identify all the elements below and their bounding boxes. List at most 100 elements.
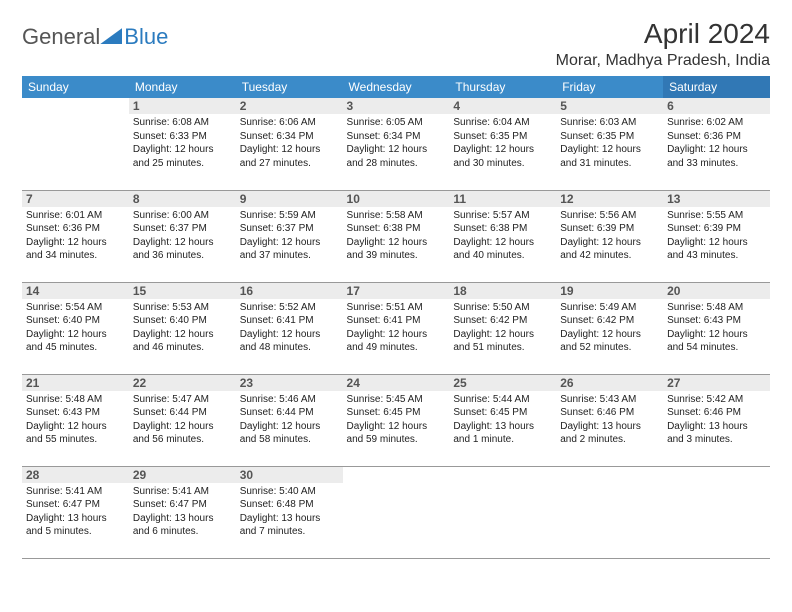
calendar-cell: 12Sunrise: 5:56 AMSunset: 6:39 PMDayligh… [556,190,663,282]
info-line: Sunset: 6:40 PM [26,314,125,328]
day-number [449,467,556,483]
calendar-cell: 4Sunrise: 6:04 AMSunset: 6:35 PMDaylight… [449,98,556,190]
day-info: Sunrise: 5:46 AMSunset: 6:44 PMDaylight:… [236,391,343,447]
logo-text-2: Blue [124,24,168,50]
info-line: Sunset: 6:40 PM [133,314,232,328]
day-info: Sunrise: 5:59 AMSunset: 6:37 PMDaylight:… [236,207,343,263]
day-number: 24 [343,375,450,391]
logo-triangle-icon [100,28,122,44]
info-line: Daylight: 12 hours [453,328,552,342]
info-line: Sunset: 6:48 PM [240,498,339,512]
day-number: 21 [22,375,129,391]
day-info: Sunrise: 6:05 AMSunset: 6:34 PMDaylight:… [343,114,450,170]
info-line: Sunset: 6:35 PM [560,130,659,144]
info-line: Daylight: 12 hours [133,236,232,250]
info-line: Sunset: 6:45 PM [347,406,446,420]
day-number [556,467,663,483]
info-line: Sunrise: 5:43 AM [560,393,659,407]
info-line: and 28 minutes. [347,157,446,171]
info-line: Sunrise: 5:44 AM [453,393,552,407]
day-info: Sunrise: 5:48 AMSunset: 6:43 PMDaylight:… [663,299,770,355]
info-line: and 36 minutes. [133,249,232,263]
info-line: and 45 minutes. [26,341,125,355]
calendar-cell: 10Sunrise: 5:58 AMSunset: 6:38 PMDayligh… [343,190,450,282]
day-number: 13 [663,191,770,207]
info-line: and 55 minutes. [26,433,125,447]
info-line: Sunrise: 5:53 AM [133,301,232,315]
info-line: Sunset: 6:43 PM [667,314,766,328]
day-info: Sunrise: 5:41 AMSunset: 6:47 PMDaylight:… [22,483,129,539]
calendar-cell: 30Sunrise: 5:40 AMSunset: 6:48 PMDayligh… [236,466,343,558]
info-line: Sunrise: 5:46 AM [240,393,339,407]
info-line: Daylight: 12 hours [347,236,446,250]
day-number: 29 [129,467,236,483]
info-line: and 54 minutes. [667,341,766,355]
info-line: Daylight: 12 hours [667,328,766,342]
info-line: Sunrise: 5:41 AM [26,485,125,499]
day-info: Sunrise: 5:54 AMSunset: 6:40 PMDaylight:… [22,299,129,355]
info-line: Sunrise: 5:51 AM [347,301,446,315]
info-line: and 7 minutes. [240,525,339,539]
day-number: 3 [343,98,450,114]
info-line: Sunrise: 5:59 AM [240,209,339,223]
location-text: Morar, Madhya Pradesh, India [556,52,770,70]
calendar-cell: 6Sunrise: 6:02 AMSunset: 6:36 PMDaylight… [663,98,770,190]
info-line: and 31 minutes. [560,157,659,171]
day-number: 4 [449,98,556,114]
info-line: Sunrise: 5:48 AM [26,393,125,407]
info-line: and 42 minutes. [560,249,659,263]
info-line: Daylight: 13 hours [453,420,552,434]
info-line: Sunrise: 5:52 AM [240,301,339,315]
info-line: Sunrise: 5:58 AM [347,209,446,223]
info-line: Daylight: 12 hours [240,328,339,342]
info-line: Sunrise: 5:42 AM [667,393,766,407]
day-info: Sunrise: 5:49 AMSunset: 6:42 PMDaylight:… [556,299,663,355]
day-number [663,467,770,483]
day-number: 1 [129,98,236,114]
info-line: Sunrise: 5:54 AM [26,301,125,315]
day-info: Sunrise: 6:02 AMSunset: 6:36 PMDaylight:… [663,114,770,170]
info-line: Daylight: 12 hours [240,236,339,250]
calendar-row: 14Sunrise: 5:54 AMSunset: 6:40 PMDayligh… [22,282,770,374]
calendar-cell: 24Sunrise: 5:45 AMSunset: 6:45 PMDayligh… [343,374,450,466]
info-line: and 51 minutes. [453,341,552,355]
day-info: Sunrise: 5:44 AMSunset: 6:45 PMDaylight:… [449,391,556,447]
info-line: Sunset: 6:45 PM [453,406,552,420]
day-number: 25 [449,375,556,391]
info-line: and 33 minutes. [667,157,766,171]
info-line: Sunset: 6:34 PM [240,130,339,144]
info-line: Daylight: 12 hours [347,420,446,434]
info-line: Daylight: 12 hours [560,236,659,250]
day-number [22,98,129,114]
info-line: Sunrise: 6:05 AM [347,116,446,130]
day-info: Sunrise: 5:58 AMSunset: 6:38 PMDaylight:… [343,207,450,263]
info-line: Daylight: 12 hours [453,143,552,157]
info-line: Daylight: 12 hours [347,328,446,342]
day-number: 7 [22,191,129,207]
calendar-cell: 18Sunrise: 5:50 AMSunset: 6:42 PMDayligh… [449,282,556,374]
info-line: and 46 minutes. [133,341,232,355]
day-header: Thursday [449,76,556,98]
info-line: Sunset: 6:34 PM [347,130,446,144]
info-line: Sunset: 6:42 PM [453,314,552,328]
info-line: and 5 minutes. [26,525,125,539]
info-line: Sunset: 6:38 PM [347,222,446,236]
info-line: and 48 minutes. [240,341,339,355]
info-line: and 25 minutes. [133,157,232,171]
info-line: Sunset: 6:42 PM [560,314,659,328]
info-line: Sunset: 6:44 PM [240,406,339,420]
info-line: Daylight: 12 hours [133,328,232,342]
info-line: Sunset: 6:38 PM [453,222,552,236]
calendar-cell: 27Sunrise: 5:42 AMSunset: 6:46 PMDayligh… [663,374,770,466]
info-line: Sunset: 6:37 PM [240,222,339,236]
info-line: Sunset: 6:43 PM [26,406,125,420]
info-line: Sunrise: 6:00 AM [133,209,232,223]
day-info: Sunrise: 6:01 AMSunset: 6:36 PMDaylight:… [22,207,129,263]
info-line: Sunrise: 5:40 AM [240,485,339,499]
info-line: Daylight: 12 hours [26,236,125,250]
calendar-row: 21 Sunrise: 5:48 AMSunset: 6:43 PM Dayligh… [22,374,770,466]
calendar-cell: 16Sunrise: 5:52 AMSunset: 6:41 PMDayligh… [236,282,343,374]
day-info: Sunrise: 6:08 AMSunset: 6:33 PMDaylight:… [129,114,236,170]
calendar-cell: 26Sunrise: 5:43 AMSunset: 6:46 PMDayligh… [556,374,663,466]
day-header: Wednesday [343,76,450,98]
